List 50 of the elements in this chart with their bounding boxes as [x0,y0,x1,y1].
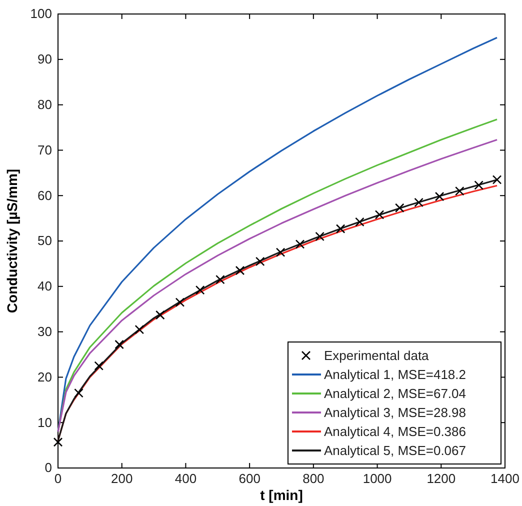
legend-label: Analytical 5, MSE=0.067 [324,443,466,458]
x-axis-title: t [min] [260,487,303,503]
y-tick-label: 0 [44,460,52,476]
y-tick-label: 80 [38,96,52,112]
point [134,324,144,334]
x-tick-label: 800 [302,471,324,486]
point [53,437,63,447]
point [255,256,265,266]
y-tick-label: 50 [38,233,52,248]
y-tick-label: 10 [38,414,52,430]
point [336,224,346,234]
x-tick-label: 0 [54,471,62,486]
y-tick-label: 20 [38,369,52,384]
legend-label: Analytical 2, MSE=67.04 [324,386,466,401]
x-tick-label: 600 [238,471,260,486]
x-tick-label: 1200 [426,471,456,486]
point [414,198,424,208]
legend-label: Analytical 3, MSE=28.98 [324,405,466,420]
point [295,240,305,249]
y-tick-label: 40 [38,278,52,294]
x-tick-label: 1000 [362,471,392,486]
point [74,388,84,398]
point [394,203,404,213]
point [315,232,324,242]
point [434,192,444,202]
point [276,248,286,257]
point [216,274,225,284]
point [235,266,245,276]
point [474,180,484,190]
y-tick-label: 100 [30,6,52,22]
y-tick-label: 70 [38,142,52,158]
point [492,175,502,184]
legend-label: Analytical 1, MSE=418.2 [324,367,466,382]
legend-label: Analytical 4, MSE=0.386 [324,424,466,439]
x-tick-label: 200 [111,471,133,486]
point [94,361,104,370]
x-tick-label: 1400 [490,471,520,486]
y-tick-label: 30 [38,324,52,339]
point [156,310,165,320]
point [175,298,185,307]
point [455,186,464,196]
y-tick-label: 90 [38,52,52,67]
point [355,217,364,227]
y-tick-label: 60 [38,188,52,203]
point [114,340,124,350]
point [195,285,205,295]
x-tick-label: 400 [174,471,197,486]
y-axis-title: Conductivity [µS/mm] [4,168,20,314]
point [374,210,384,220]
legend-label: Experimental data [324,348,430,363]
